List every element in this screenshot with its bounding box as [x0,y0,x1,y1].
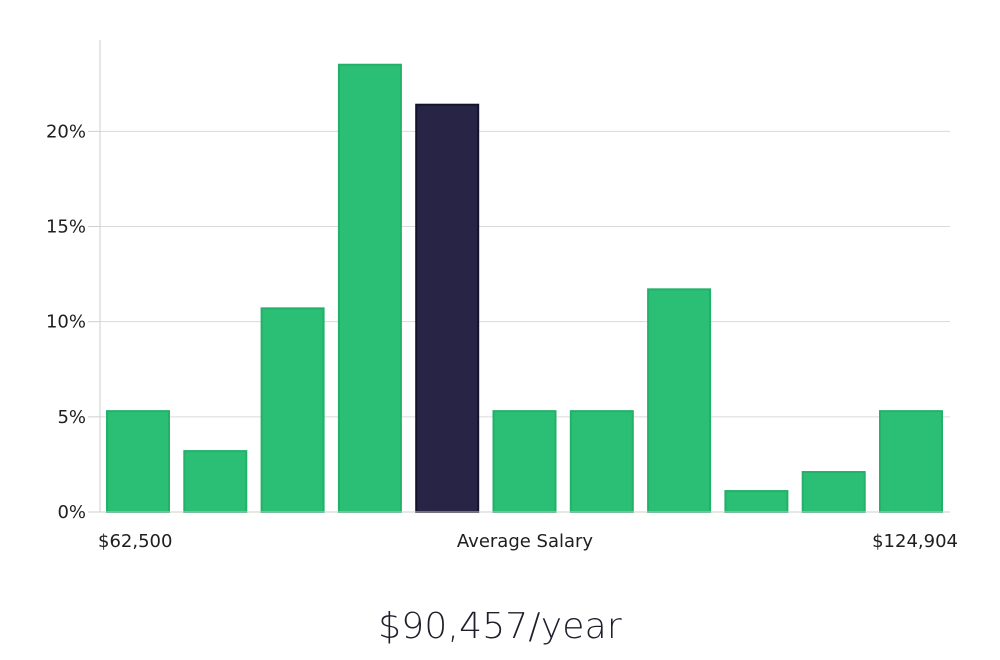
bar-average-salary-bin [415,103,480,513]
axes [88,40,950,513]
x-max-salary-label: $124,904 [872,531,958,552]
bar [569,410,634,513]
bar [647,288,712,513]
salary-distribution-chart: 0% 5% 10% 15% 20% $62,500 Average Salary $12… [46,40,958,552]
bar [879,410,943,513]
y-tick-label: 10% [46,312,86,333]
x-average-salary-label: Average Salary [457,531,594,552]
y-tick-label: 0% [57,502,86,523]
bars [106,63,943,513]
bar [183,450,248,513]
x-min-salary-label: $62,500 [98,531,172,552]
y-tick-label: 15% [46,217,86,238]
bar [106,410,170,513]
y-tick-labels: 0% 5% 10% 15% 20% [46,121,86,523]
average-salary-value: $90,457/year [378,606,622,647]
bar [724,490,789,513]
bar [260,307,325,513]
y-tick-label: 20% [46,121,86,142]
gridlines [100,130,950,418]
bar [801,471,866,513]
bar [492,410,557,513]
bar [337,63,402,513]
y-tick-label: 5% [57,407,86,428]
